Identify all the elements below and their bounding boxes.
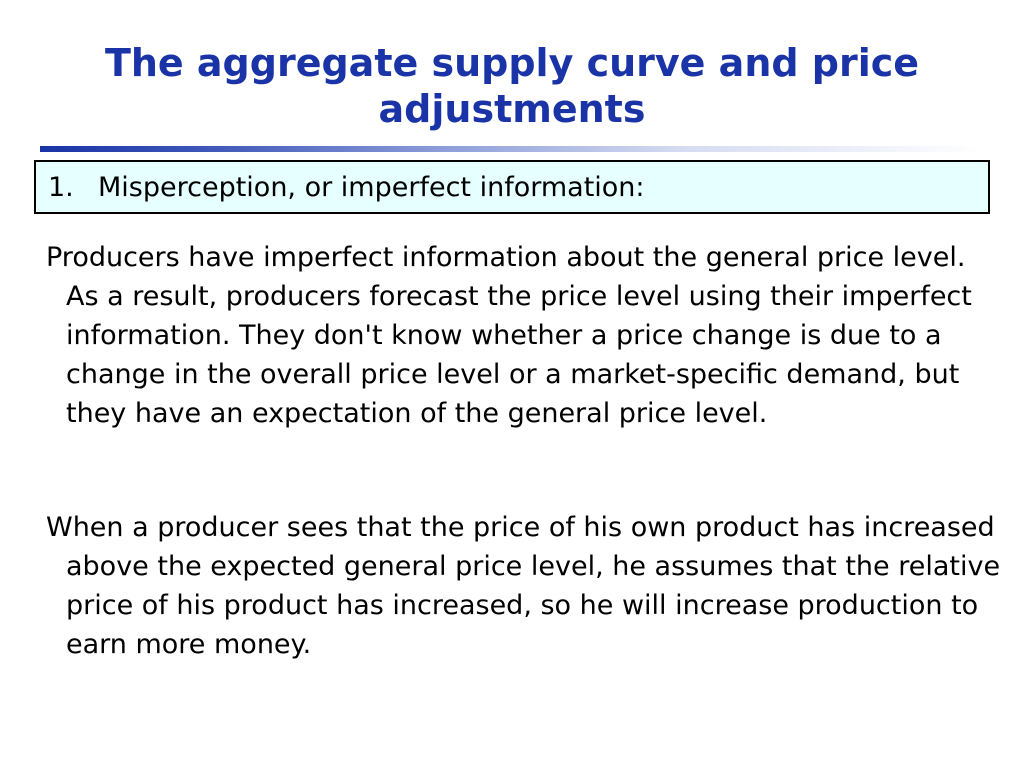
paragraph-producer-response: When a producer sees that the price of h… (46, 512, 1001, 660)
numbered-point-box: 1. Misperception, or imperfect informati… (34, 160, 990, 214)
paragraph-imperfect-information: Producers have imperfect information abo… (46, 242, 972, 429)
title-underline (40, 146, 984, 152)
point-text: Misperception, or imperfect information: (98, 171, 645, 203)
slide-title: The aggregate supply curve and price adj… (104, 41, 920, 131)
point-number: 1. (48, 171, 74, 203)
